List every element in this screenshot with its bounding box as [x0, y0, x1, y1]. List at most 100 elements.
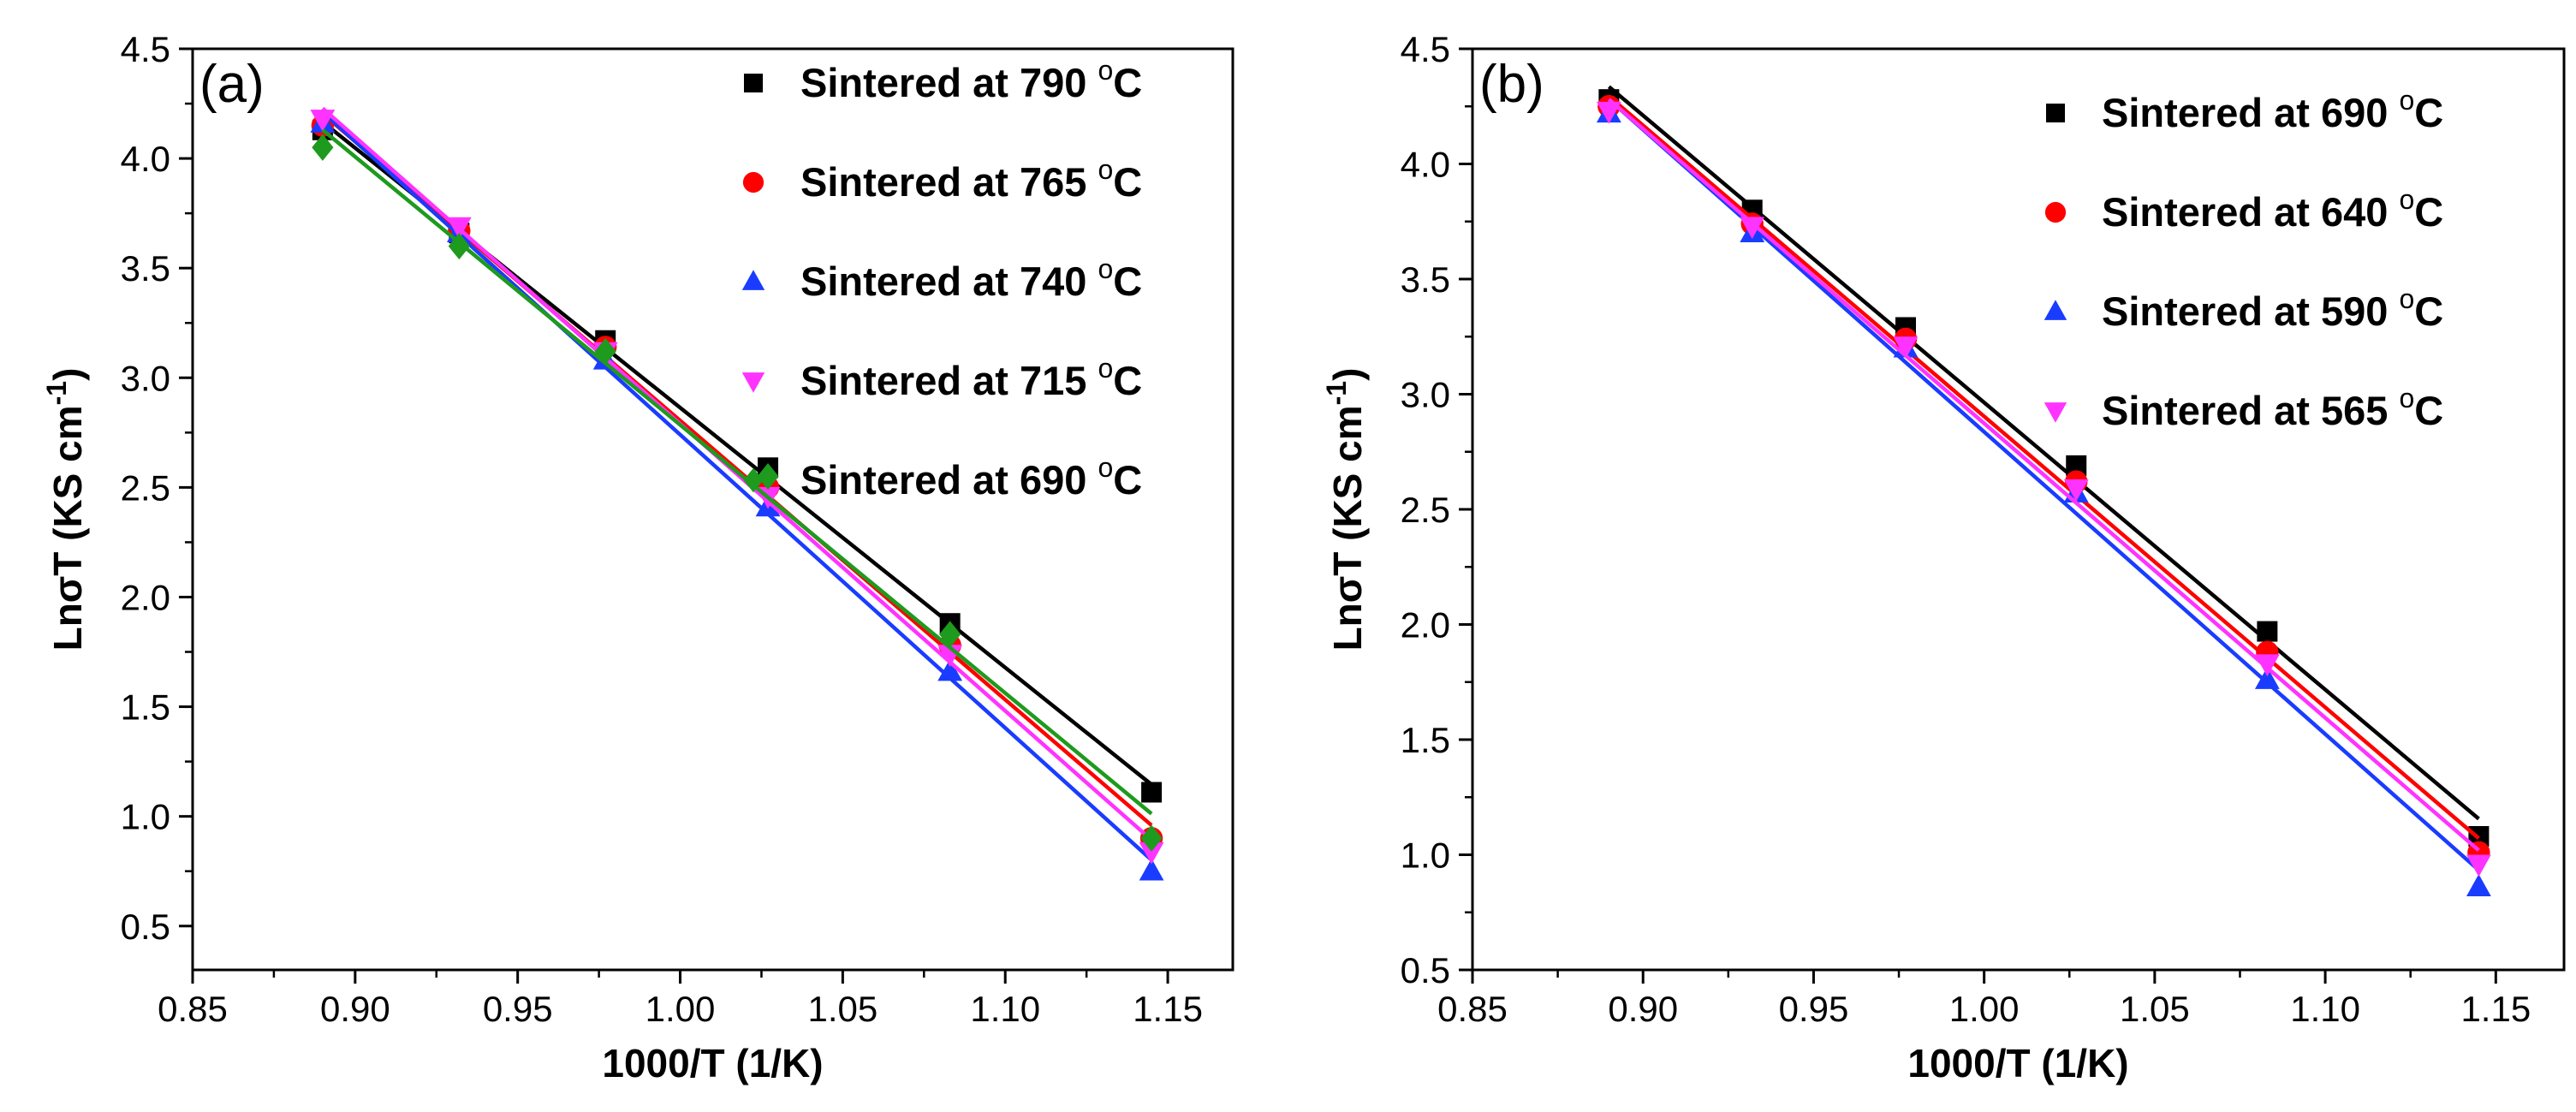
y-tick-label: 1.0: [1401, 835, 1450, 876]
legend-unit: C: [1113, 358, 1142, 403]
y-tick-label: 4.0: [121, 139, 170, 179]
legend-label: Sintered at 690 oC: [800, 452, 1142, 502]
x-tick-label: 0.85: [158, 989, 228, 1029]
data-point: [2063, 479, 2089, 502]
legend-label: Sintered at 715 oC: [800, 353, 1142, 403]
data-point: [757, 462, 779, 491]
x-tick-label: 0.90: [320, 989, 390, 1029]
data-point: [2466, 874, 2491, 896]
legend-marker: [743, 467, 764, 493]
legend-label-text: Sintered at 690: [800, 457, 1098, 502]
legend-unit: C: [2414, 288, 2443, 334]
data-point: [594, 337, 616, 366]
data-point: [2257, 621, 2278, 642]
x-tick-label: 1.15: [2460, 989, 2531, 1029]
y-tick-label: 4.0: [1401, 145, 1450, 185]
legend-label-text: Sintered at 565: [2102, 388, 2399, 433]
legend-label: Sintered at 765 oC: [800, 154, 1142, 205]
y-tick-label: 1.5: [1401, 720, 1450, 760]
legend-marker: [741, 270, 765, 290]
y-axis-title-rest: T (KS cm: [1325, 405, 1370, 575]
x-axis-title: 1000/T (1/K): [1907, 1041, 2128, 1085]
x-tick-label: 1.10: [2290, 989, 2360, 1029]
legend-degree-sup: o: [2399, 184, 2414, 215]
y-tick-label: 3.5: [121, 248, 170, 288]
data-point: [1596, 101, 1621, 124]
legend-degree-sup: o: [1098, 353, 1113, 384]
legend-marker: [742, 171, 764, 193]
legend-unit: C: [1113, 457, 1142, 502]
legend-degree-sup: o: [1098, 55, 1113, 86]
y-tick-label: 1.5: [121, 687, 170, 728]
legend-label: Sintered at 790 oC: [800, 55, 1142, 105]
x-tick-label: 0.85: [1437, 989, 1508, 1029]
x-tick-label: 1.00: [645, 989, 716, 1029]
legend-degree-sup: o: [2399, 85, 2414, 116]
legend-label: Sintered at 565 oC: [2102, 383, 2443, 433]
chart-panel-a: 0.85 0.90 0.95 1.00 1.05 1.10 1.15 0.5 1.0 1.5 2.0…: [41, 29, 1234, 1085]
x-tick-label: 1.10: [970, 989, 1040, 1029]
legend-marker: [2046, 104, 2065, 122]
chart-panel-b: 0.85 0.90 0.95 1.00 1.05 1.10 1.15 0.5 1.0 1.5 2.0…: [1321, 29, 2566, 1085]
x-tick-label: 0.90: [1608, 989, 1678, 1029]
y-tick-label: 3.0: [121, 358, 170, 398]
y-axis-title-rest: T (KS cm: [45, 405, 90, 575]
y-tick-label: 3.5: [1401, 259, 1450, 300]
series-3: [1596, 98, 2491, 877]
y-tick-label: 4.5: [121, 29, 170, 69]
legend-label: Sintered at 740 oC: [800, 253, 1142, 304]
legend-degree-sup: o: [1098, 154, 1113, 185]
y-tick-label: 2.5: [121, 467, 170, 508]
data-point: [448, 232, 470, 260]
data-point: [1141, 782, 1163, 803]
legend-marker: [741, 372, 765, 393]
x-tick-label: 1.05: [808, 989, 878, 1029]
y-axis-title-close: ): [45, 368, 90, 381]
legend-unit: C: [1113, 159, 1142, 205]
series-4: [312, 128, 1163, 852]
data-point: [1139, 858, 1164, 881]
data-point: [2254, 667, 2280, 689]
y-axis-title-superscript: -1: [1321, 381, 1352, 405]
data-point: [312, 134, 334, 161]
y-tick-label: 2.5: [1401, 490, 1450, 530]
y-axis-title: LnσT (KS cm-1): [41, 368, 90, 651]
y-axis-title-main: Lnσ: [1325, 576, 1370, 651]
x-tick-label: 1.05: [2120, 989, 2190, 1029]
x-axis-title: 1000/T (1/K): [602, 1041, 823, 1085]
y-tick-label: 2.0: [1401, 605, 1450, 645]
legend-label: Sintered at 640 oC: [2102, 184, 2443, 235]
legend-marker: [2044, 300, 2067, 320]
legend-unit: C: [2414, 90, 2443, 135]
legend-degree-sup: o: [2399, 383, 2414, 413]
data-point: [1139, 841, 1164, 865]
legend-unit: C: [2414, 388, 2443, 433]
legend-label-text: Sintered at 765: [800, 159, 1098, 205]
x-tick-label: 1.15: [1133, 989, 1203, 1029]
legend-marker: [2044, 402, 2067, 423]
legend-unit: C: [1113, 60, 1142, 105]
legend-label-text: Sintered at 690: [2102, 90, 2399, 135]
legend-marker: [2044, 201, 2067, 223]
y-tick-label: 4.5: [1401, 29, 1450, 69]
y-tick-label: 0.5: [121, 907, 170, 947]
legend-label-text: Sintered at 790: [800, 60, 1098, 105]
legend-degree-sup: o: [1098, 253, 1113, 284]
legend-label: Sintered at 590 oC: [2102, 283, 2443, 334]
panel-label: (a): [199, 55, 265, 114]
legend-label-text: Sintered at 740: [800, 259, 1098, 304]
data-point: [939, 621, 961, 648]
plot-frame: [191, 47, 1234, 972]
legend-label-text: Sintered at 640: [2102, 189, 2399, 235]
data-point: [1893, 336, 1919, 360]
legend-marker: [744, 74, 763, 92]
y-axis-title: LnσT (KS cm-1): [1321, 368, 1370, 651]
y-axis-title-close: ): [1325, 368, 1370, 381]
legend-label-text: Sintered at 715: [800, 358, 1098, 403]
legend-label: Sintered at 690 oC: [2102, 85, 2443, 135]
panel-label: (b): [1479, 55, 1544, 114]
x-tick-label: 1.00: [1949, 989, 2020, 1029]
y-axis-title-superscript: -1: [41, 381, 72, 405]
